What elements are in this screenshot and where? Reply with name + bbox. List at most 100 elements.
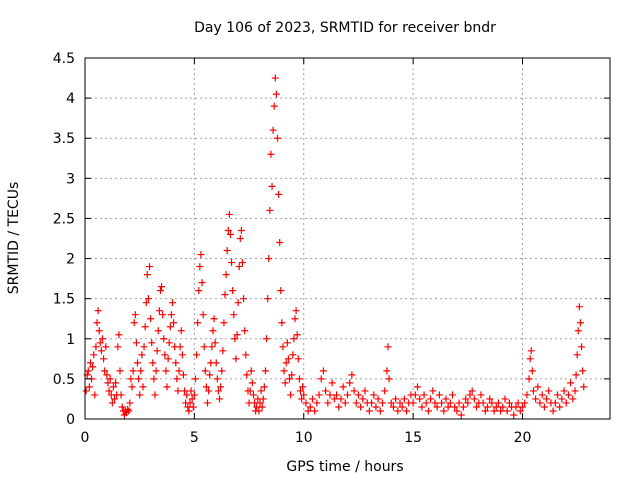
data-point-marker xyxy=(281,379,289,387)
data-point-marker xyxy=(144,295,152,303)
data-point-marker xyxy=(141,323,149,331)
data-point-marker xyxy=(183,391,191,399)
tick-marks: 0 0.5 1 1.5 2 2.5 3 3.5 4 4.5 0 5 10 15 20 xyxy=(53,51,610,446)
data-point-marker xyxy=(91,391,99,399)
data-point-marker xyxy=(106,375,114,383)
data-point-marker xyxy=(446,399,454,407)
data-point-marker xyxy=(96,339,104,347)
data-point-marker xyxy=(224,226,232,234)
data-point-marker xyxy=(313,399,321,407)
data-point-marker xyxy=(265,255,273,263)
data-point-marker xyxy=(86,359,94,367)
data-point-marker xyxy=(365,407,373,415)
data-point-marker xyxy=(147,315,155,323)
data-point-marker xyxy=(135,375,143,383)
data-points xyxy=(82,74,588,419)
data-point-marker xyxy=(488,399,496,407)
data-point-marker xyxy=(528,367,536,375)
data-point-marker xyxy=(481,407,489,415)
data-point-marker xyxy=(490,407,498,415)
data-point-marker xyxy=(191,375,199,383)
data-point-marker xyxy=(131,311,139,319)
data-point-marker xyxy=(188,395,196,403)
data-point-marker xyxy=(193,351,201,359)
data-point-marker xyxy=(288,371,296,379)
y-tick-label: 2 xyxy=(66,252,75,268)
data-point-marker xyxy=(234,299,242,307)
data-point-marker xyxy=(344,391,351,399)
data-point-marker xyxy=(229,287,237,295)
data-point-marker xyxy=(526,355,534,363)
data-point-marker xyxy=(311,407,319,415)
data-point-marker xyxy=(451,403,459,411)
y-tick-label: 2.5 xyxy=(53,211,75,227)
data-point-marker xyxy=(414,383,421,391)
data-point-marker xyxy=(459,403,467,411)
data-point-marker xyxy=(385,375,393,383)
data-point-marker xyxy=(221,291,229,299)
data-point-marker xyxy=(143,271,151,279)
data-point-marker xyxy=(210,315,218,323)
data-point-marker xyxy=(464,399,472,407)
data-point-marker xyxy=(271,74,279,82)
data-point-marker xyxy=(187,387,195,395)
data-point-marker xyxy=(289,351,297,359)
data-point-marker xyxy=(89,363,97,371)
data-point-marker xyxy=(293,331,301,339)
data-point-marker xyxy=(497,407,505,415)
x-tick-label: 10 xyxy=(295,430,313,446)
data-point-marker xyxy=(484,403,491,411)
data-point-marker xyxy=(220,319,228,327)
data-point-marker xyxy=(335,403,343,411)
data-point-marker xyxy=(551,399,559,407)
data-point-marker xyxy=(264,295,272,303)
data-point-marker xyxy=(514,399,522,407)
data-point-marker xyxy=(108,399,116,407)
axes-frame xyxy=(84,57,611,420)
data-point-marker xyxy=(240,295,248,303)
data-point-marker xyxy=(330,395,338,403)
data-point-marker xyxy=(298,395,306,403)
y-tick-label: 3.5 xyxy=(53,131,75,147)
data-point-marker xyxy=(105,387,113,395)
data-point-marker xyxy=(277,287,285,295)
data-point-marker xyxy=(174,387,182,395)
data-point-marker xyxy=(387,399,395,407)
data-point-marker xyxy=(152,367,160,375)
data-point-marker xyxy=(156,287,164,295)
data-point-marker xyxy=(333,391,341,399)
data-point-marker xyxy=(200,343,208,351)
data-point-marker xyxy=(286,375,294,383)
data-point-marker xyxy=(233,331,241,339)
data-point-marker xyxy=(534,383,542,391)
data-point-marker xyxy=(124,405,132,413)
data-point-marker xyxy=(117,391,125,399)
data-point-marker xyxy=(247,367,255,375)
data-point-marker xyxy=(492,403,500,411)
data-point-marker xyxy=(100,355,108,363)
data-point-marker xyxy=(337,395,345,403)
data-point-marker xyxy=(137,367,145,375)
data-point-marker xyxy=(132,339,140,347)
data-point-marker xyxy=(304,407,312,415)
data-point-marker xyxy=(178,351,186,359)
data-point-marker xyxy=(282,359,290,367)
data-point-marker xyxy=(242,351,250,359)
data-point-marker xyxy=(438,399,446,407)
data-point-marker xyxy=(195,287,203,295)
data-point-marker xyxy=(165,339,173,347)
data-point-marker xyxy=(92,343,100,351)
data-point-marker xyxy=(201,367,209,375)
data-point-marker xyxy=(394,407,402,415)
data-point-marker xyxy=(263,335,271,343)
data-point-marker xyxy=(370,391,378,399)
data-point-marker xyxy=(560,387,568,395)
data-point-marker xyxy=(322,387,330,395)
data-point-marker xyxy=(403,407,411,415)
data-point-marker xyxy=(578,343,586,351)
data-point-marker xyxy=(169,299,176,307)
data-point-marker xyxy=(97,347,105,355)
data-point-marker xyxy=(248,379,256,387)
data-point-marker xyxy=(267,150,275,158)
y-tick-label: 1 xyxy=(66,332,75,348)
